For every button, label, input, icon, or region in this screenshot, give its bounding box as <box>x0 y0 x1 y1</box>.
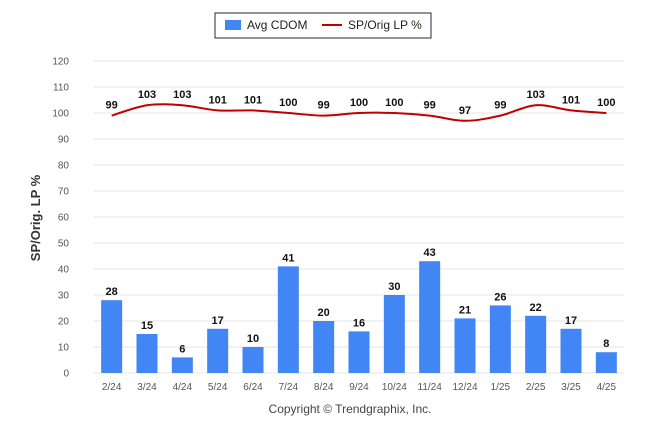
line-data-label: 100 <box>350 97 368 109</box>
bar <box>136 334 158 373</box>
line-data-label: 99 <box>318 100 330 112</box>
bar-data-label: 21 <box>459 304 471 316</box>
line-data-label: 99 <box>494 100 506 112</box>
bar <box>383 295 405 373</box>
y-tick-label: 20 <box>58 317 70 328</box>
y-tick-label: 0 <box>63 369 69 380</box>
bar <box>277 266 299 373</box>
x-tick-label: 2/24 <box>102 382 122 393</box>
y-tick-label: 10 <box>58 343 70 354</box>
x-tick-label: 5/24 <box>208 382 228 393</box>
bar-data-label: 43 <box>424 247 436 259</box>
bar <box>348 331 370 373</box>
y-tick-label: 110 <box>53 83 69 94</box>
bar-data-label: 16 <box>353 317 365 329</box>
line-data-label: 100 <box>385 97 403 109</box>
x-tick-label: 9/24 <box>349 382 369 393</box>
y-tick-label: 90 <box>58 135 70 146</box>
bar-data-label: 8 <box>603 338 609 350</box>
bar-data-label: 26 <box>494 291 506 303</box>
bar-data-label: 20 <box>318 307 330 319</box>
bar-data-label: 15 <box>141 320 153 332</box>
line-data-label: 99 <box>424 100 436 112</box>
y-tick-label: 30 <box>58 291 70 302</box>
x-tick-label: 4/25 <box>597 382 617 393</box>
line-data-label: 100 <box>597 97 615 109</box>
y-axis-ticks: 0 10 20 30 40 50 60 70 80 90 100 110 120 <box>52 57 69 380</box>
y-tick-label: 50 <box>58 239 70 250</box>
y-tick-label: 40 <box>58 265 70 276</box>
y-tick-label: 120 <box>52 57 69 68</box>
y-tick-label: 80 <box>58 161 70 172</box>
x-tick-label: 8/24 <box>314 382 334 393</box>
x-tick-label: 3/25 <box>561 382 581 393</box>
x-tick-label: 1/25 <box>491 382 511 393</box>
line-data-label: 103 <box>138 89 156 101</box>
bar <box>313 321 335 373</box>
copyright-text: Copyright © Trendgraphix, Inc. <box>269 402 432 416</box>
y-tick-label: 100 <box>52 109 69 120</box>
y-axis-title: SP/Orig. LP % <box>28 174 43 261</box>
legend: Avg CDOM SP/Orig LP % <box>214 12 432 39</box>
bar <box>101 300 123 373</box>
bar <box>419 261 441 373</box>
bar <box>454 318 476 373</box>
line-data-labels: 99 103 103 101 101 100 99 100 100 99 97 99 103 101 100 <box>106 89 616 117</box>
bar <box>207 328 229 373</box>
legend-swatch-bar <box>225 20 241 30</box>
line-data-label: 101 <box>208 94 226 106</box>
bar-data-label: 41 <box>282 252 294 264</box>
bar <box>595 352 617 373</box>
x-axis-ticks: 2/24 3/24 4/24 5/24 6/24 7/24 8/24 9/24 10/24 11/… <box>102 382 617 393</box>
bar <box>171 357 193 373</box>
x-tick-label: 12/24 <box>452 382 477 393</box>
bar <box>525 315 547 373</box>
line-data-label: 99 <box>106 100 118 112</box>
line-data-label: 97 <box>459 105 471 117</box>
x-tick-label: 6/24 <box>243 382 263 393</box>
bar-data-label: 10 <box>247 333 259 345</box>
line-data-label: 103 <box>526 89 544 101</box>
bar-data-label: 30 <box>388 281 400 293</box>
bar <box>560 328 582 373</box>
x-tick-label: 2/25 <box>526 382 546 393</box>
bar-data-label: 22 <box>530 302 542 314</box>
x-tick-label: 3/24 <box>137 382 157 393</box>
bar-data-labels: 28 15 6 17 10 41 20 16 30 43 21 26 22 17 8 <box>106 247 610 355</box>
x-tick-label: 10/24 <box>382 382 407 393</box>
line-data-label: 101 <box>562 94 580 106</box>
legend-label-line: SP/Orig LP % <box>348 18 422 32</box>
bar-data-label: 6 <box>179 343 185 355</box>
bar-data-label: 17 <box>565 315 577 327</box>
line-series <box>111 103 607 122</box>
x-tick-label: 11/24 <box>418 382 443 393</box>
x-tick-label: 4/24 <box>173 382 193 393</box>
line-data-label: 101 <box>244 94 262 106</box>
y-tick-label: 70 <box>58 187 70 198</box>
bar <box>489 305 511 373</box>
bar <box>242 347 264 373</box>
bar-data-label: 28 <box>106 286 118 298</box>
x-tick-label: 7/24 <box>279 382 299 393</box>
bar-data-label: 17 <box>212 315 224 327</box>
y-tick-label: 60 <box>58 213 70 224</box>
line-data-label: 100 <box>279 97 297 109</box>
legend-label-bar: Avg CDOM <box>247 18 307 32</box>
bar-series <box>101 261 617 373</box>
line-data-label: 103 <box>173 89 191 101</box>
